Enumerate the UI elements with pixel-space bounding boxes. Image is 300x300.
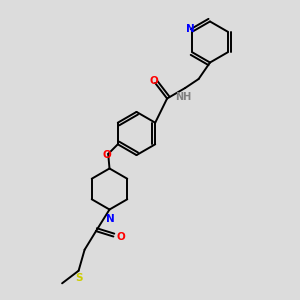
Text: O: O xyxy=(102,150,111,161)
Text: NH: NH xyxy=(176,92,192,102)
Text: S: S xyxy=(75,273,82,283)
Text: N: N xyxy=(106,214,115,224)
Text: N: N xyxy=(186,24,195,34)
Text: O: O xyxy=(116,232,125,242)
Text: O: O xyxy=(149,76,158,85)
